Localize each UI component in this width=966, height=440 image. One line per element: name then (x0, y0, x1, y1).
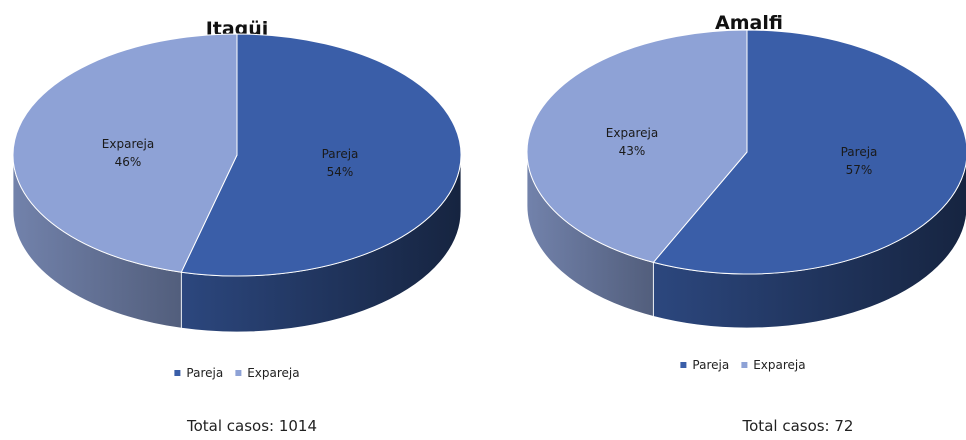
data-label-percent: 46% (115, 155, 142, 169)
legend-item-expareja: Expareja (741, 358, 806, 372)
slice-pareja (652, 29, 966, 275)
legend-label: Expareja (247, 366, 300, 380)
legend-label: Pareja (186, 366, 224, 380)
legend-swatch-expareja (741, 362, 748, 368)
legend-swatch-pareja (174, 370, 181, 376)
pie-chart-3d: Pareja 54% Expareja 46% (12, 33, 462, 333)
data-label-name: Pareja (322, 147, 359, 161)
chart-title: Amalfi (715, 12, 783, 34)
data-label-name: Expareja (606, 126, 658, 140)
chart-amalfi: Amalfi Pareja 57% Expareja 43% Pareja Expar… (483, 0, 966, 440)
legend-swatch-pareja (680, 362, 687, 368)
data-label-name: Expareja (102, 137, 154, 151)
legend-label: Pareja (692, 358, 730, 372)
pie-chart-3d: Pareja 57% Expareja 43% (526, 29, 966, 329)
legend-item-expareja: Expareja (235, 366, 300, 380)
total-cases: Total casos: 72 (742, 417, 854, 435)
data-label-name: Pareja (841, 145, 878, 159)
data-label-percent: 57% (846, 163, 873, 177)
slice-expareja (12, 33, 238, 273)
data-label-percent: 54% (327, 165, 354, 179)
data-label-percent: 43% (619, 144, 646, 158)
legend-label: Expareja (753, 358, 806, 372)
slice-pareja (180, 33, 462, 277)
legend-item-pareja: Pareja (174, 366, 223, 380)
chart-itagui: Itagüi Pareja 54% Expareja 46% Pareja Expar… (12, 18, 462, 435)
legend-swatch-expareja (235, 370, 242, 376)
slice-expareja (526, 29, 748, 263)
legend: Pareja Expareja (680, 358, 806, 372)
legend-item-pareja: Pareja (680, 358, 729, 372)
legend: Pareja Expareja (174, 366, 300, 380)
total-cases: Total casos: 1014 (186, 417, 318, 435)
